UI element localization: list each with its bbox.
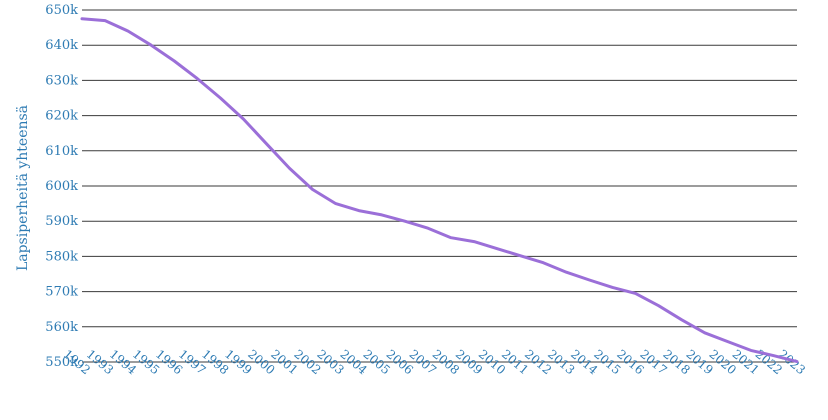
y-tick-label: 590k	[45, 214, 78, 229]
x-axis-ticks: 1992199319941995199619971998199920002001…	[61, 347, 808, 378]
y-tick-label: 580k	[45, 249, 78, 264]
plot-area	[80, 17, 799, 364]
y-tick-label: 630k	[45, 73, 78, 88]
series-line	[80, 17, 799, 364]
y-axis-title: Lapsiperheitä yhteensä	[15, 105, 31, 271]
y-tick-label: 610k	[45, 144, 78, 159]
y-tick-label: 560k	[45, 320, 78, 335]
y-tick-label: 640k	[45, 38, 78, 53]
y-tick-label: 650k	[45, 3, 78, 18]
gridlines	[82, 9, 797, 363]
y-tick-label: 620k	[45, 109, 78, 124]
y-axis-ticks: 550k 560k 570k 580k 590k 600k 610k 620k 630k 640k…	[45, 3, 78, 370]
y-tick-label: 600k	[45, 179, 78, 194]
y-tick-label: 570k	[45, 285, 78, 300]
y-tick-label: 550k	[45, 355, 78, 370]
